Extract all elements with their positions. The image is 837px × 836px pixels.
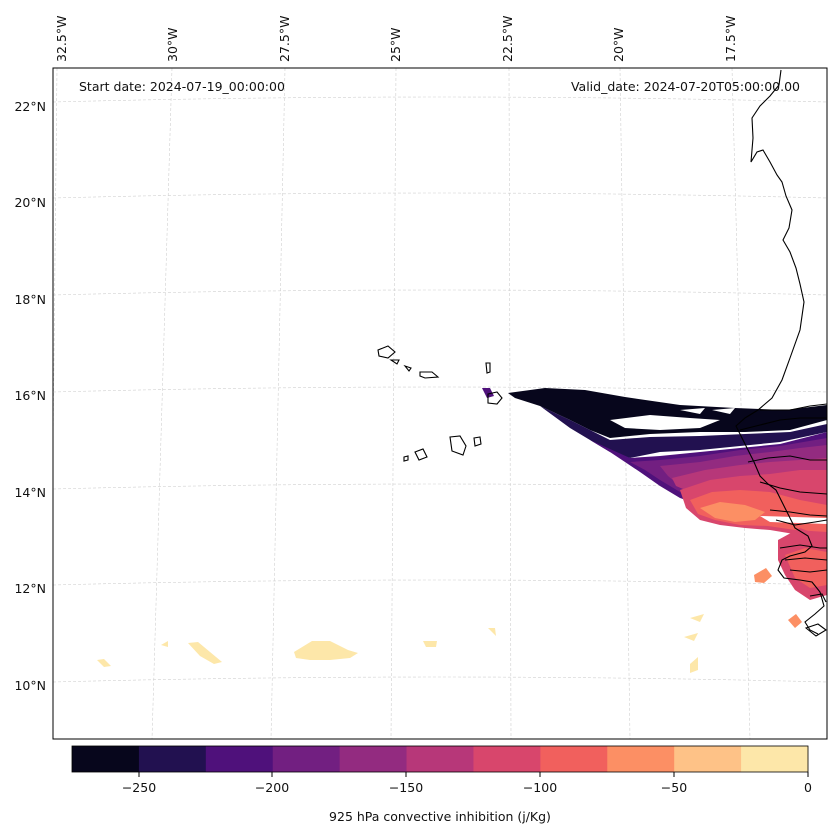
start-date-label: Start date: 2024-07-19_00:00:00 (79, 79, 285, 94)
lat-label: 10°N (14, 678, 46, 693)
longitude-labels: 32.5°W 30°W 27.5°W 25°W 22.5°W 20°W 17.5… (54, 16, 738, 62)
map-frame (52, 67, 828, 740)
cin-region-near0-i (690, 657, 698, 673)
colorbar-segment (406, 746, 474, 772)
cin-gap-a (610, 415, 720, 430)
colorbar-segment (540, 746, 608, 772)
colorbar (72, 746, 809, 772)
colorbar-tick-label: −200 (255, 780, 289, 795)
lat-label: 20°N (14, 195, 46, 210)
cin-gap-b (680, 408, 705, 414)
lat-label: 12°N (14, 581, 46, 596)
colorbar-frame (71, 745, 809, 773)
colorbar-segment (339, 746, 408, 772)
lat-label: 16°N (14, 388, 46, 403)
cin-region-near0-g (690, 614, 704, 622)
colorbar-segment (607, 746, 675, 772)
colorbar-tick-label: −100 (523, 780, 557, 795)
map-panel (53, 68, 827, 739)
valid-date-label: Valid_date: 2024-07-20T05:00:00.00 (571, 79, 800, 94)
colorbar-tick-label: −150 (389, 780, 423, 795)
colorbar-tick-label: 0 (804, 780, 812, 795)
graticule-parallels (53, 96, 827, 683)
colorbar-title: 925 hPa convective inhibition (j/Kg) (329, 809, 551, 824)
cin-region-near0-d (161, 641, 168, 647)
lat-label: 14°N (14, 485, 46, 500)
colorbar-ticks (138, 772, 809, 777)
cin-region-coast-d (788, 614, 802, 628)
colorbar-tick-label: −250 (122, 780, 156, 795)
lon-label: 25°W (388, 27, 403, 62)
lon-label: 22.5°W (500, 16, 515, 62)
lon-label: 17.5°W (723, 16, 738, 62)
cin-gap-c (712, 408, 735, 414)
colorbar-segment (674, 746, 742, 772)
colorbar-segment (205, 746, 274, 772)
colorbar-segment (272, 746, 341, 772)
lat-label: 18°N (14, 292, 46, 307)
lon-label: 20°W (611, 27, 626, 62)
colorbar-tick-label: −50 (661, 780, 687, 795)
cin-field (97, 388, 827, 673)
colorbar-tick-labels: −250 −200 −150 −100 −50 0 (122, 780, 812, 795)
cin-region-near0-a (294, 641, 358, 660)
lon-label: 27.5°W (277, 16, 292, 62)
cin-region-lt-250 (508, 388, 827, 438)
cin-gap-d (760, 516, 827, 524)
colorbar-segment (72, 746, 140, 772)
colorbar-segment (473, 746, 541, 772)
colorbar-segment (138, 746, 207, 772)
cin-region-75 (700, 502, 765, 522)
colorbar-segment (741, 746, 809, 772)
cin-region-near0-e (423, 641, 437, 647)
cin-region-coast-c (754, 568, 772, 583)
cin-region-225 (482, 388, 494, 398)
coastline-africa (735, 69, 825, 635)
coastlines (735, 69, 827, 637)
cin-region-250 (540, 406, 827, 458)
latitude-labels: 22°N 20°N 18°N 16°N 14°N 12°N 10°N (14, 99, 46, 693)
cin-region-near0-c (97, 659, 111, 667)
lat-label: 22°N (14, 99, 46, 114)
cin-region-near0-h (684, 633, 698, 641)
cape-verde-islands (377, 345, 503, 462)
lon-label: 32.5°W (54, 16, 69, 62)
graticule-meridians (53, 68, 751, 739)
cin-region-coast-b (785, 548, 827, 588)
cin-region-near0-f (488, 628, 496, 636)
lon-label: 30°W (165, 27, 180, 62)
cin-region-near0-b (188, 642, 222, 664)
